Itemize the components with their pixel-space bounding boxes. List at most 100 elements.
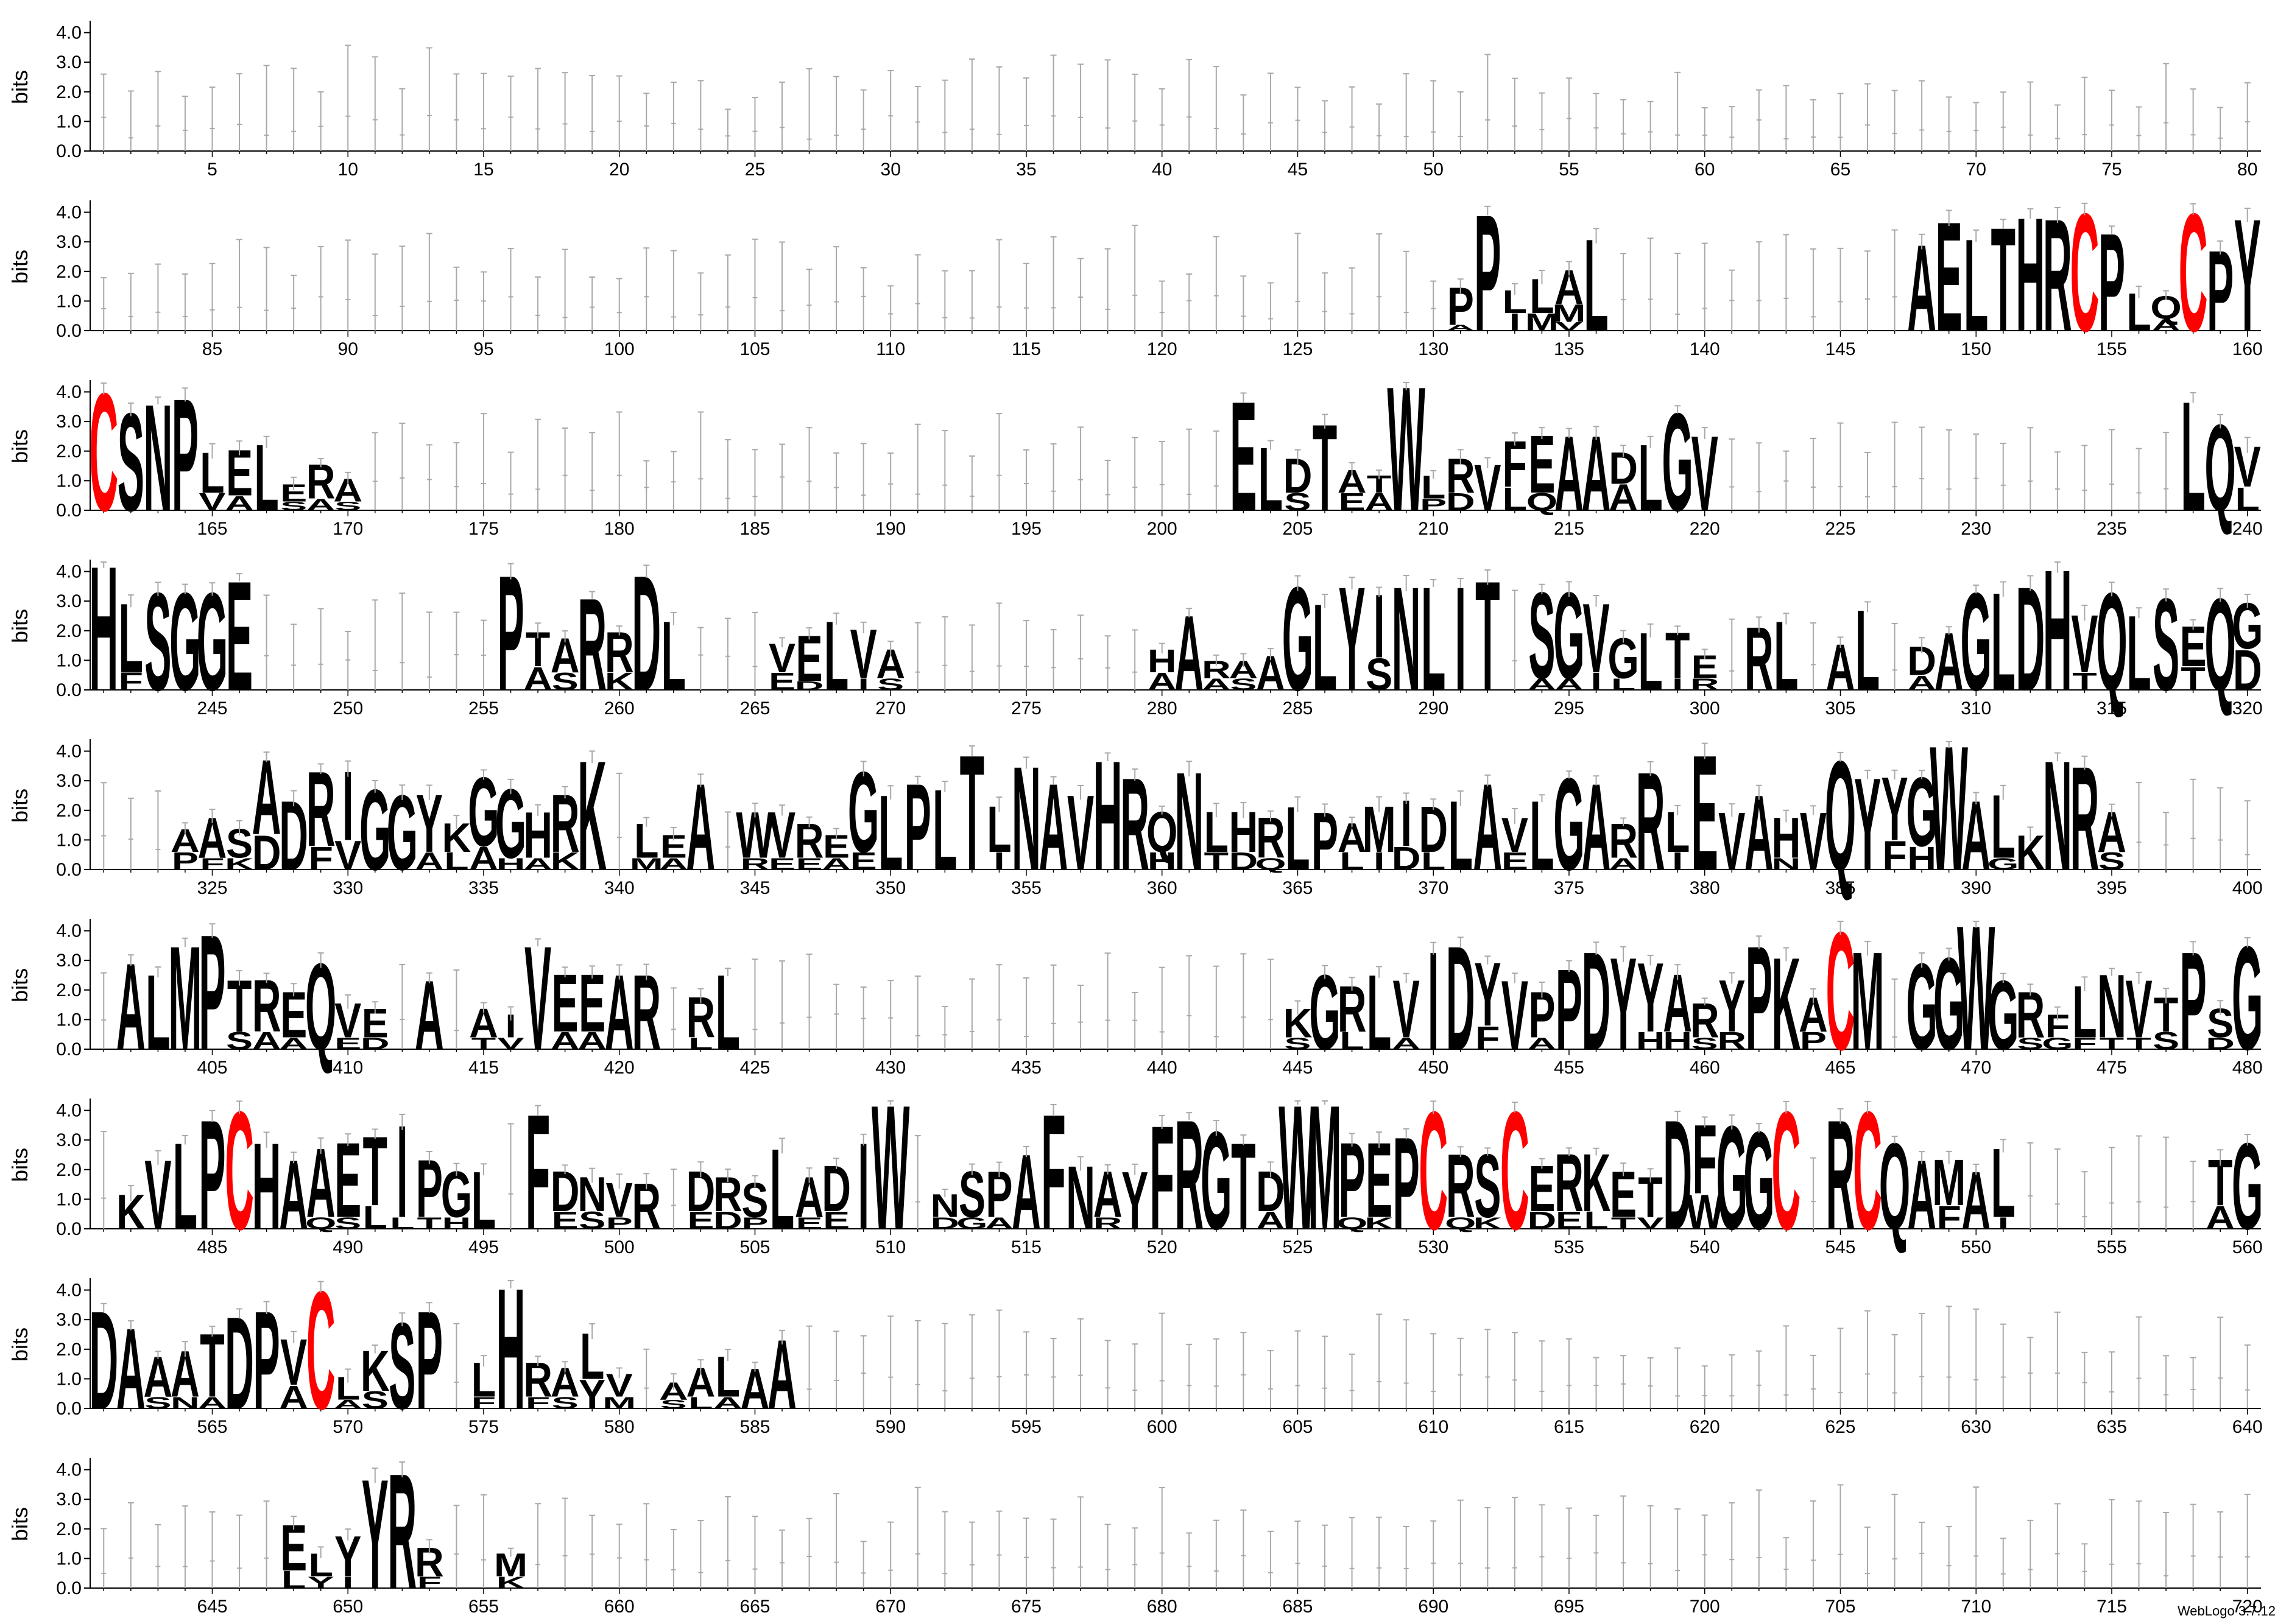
logo-letter: R [1717,1027,1746,1055]
logo-letter: V [334,833,362,879]
logo-letter: E [796,1214,823,1232]
x-tick-label: 645 [197,1597,227,1617]
x-tick-label: 625 [1825,1417,1855,1437]
x-tick-label: 610 [1418,1417,1448,1437]
x-tick-label: 20 [609,160,629,180]
logo-letter: K [225,854,254,873]
x-tick-label: 10 [338,160,358,180]
x-tick-label: 440 [1147,1058,1177,1078]
x-tick-label: 400 [2232,878,2263,898]
y-axis-label: bits [7,609,32,643]
logo-letter: H [89,530,118,728]
x-tick-label: 300 [1690,698,1720,719]
logo-letter: L [1421,847,1445,875]
x-tick-label: 145 [1825,339,1855,359]
y-tick-label: 1.0 [56,111,82,132]
x-tick-label: 640 [2232,1417,2263,1437]
x-tick-label: 435 [1011,1058,1042,1078]
x-tick-label: 80 [2237,160,2257,180]
x-tick-label: 460 [1690,1058,1720,1078]
x-tick-label: 225 [1825,519,1855,539]
logo-letter: E [850,847,877,875]
y-tick-label: 1.0 [56,1189,82,1209]
x-tick-label: 700 [1690,1597,1720,1617]
logo-letter: I [1590,667,1601,695]
x-tick-label: 445 [1282,1058,1313,1078]
x-tick-label: 220 [1690,519,1720,539]
logo-letter: A [2151,315,2181,334]
logo-letter: F [119,667,143,695]
logo-letter: I [1374,576,1384,677]
x-tick-label: 335 [468,878,499,898]
logo-letter: E [823,1206,850,1234]
y-tick-label: 4.0 [56,203,82,223]
logo-letter: A [1528,675,1557,693]
x-tick-label: 570 [333,1417,363,1437]
logo-letter: T [417,1214,442,1232]
y-tick-label: 2.0 [56,441,82,462]
x-tick-label: 105 [739,339,770,359]
logo-letter: Q [1445,1214,1476,1232]
logo-letter: I [1428,923,1439,1079]
x-tick-label: 415 [468,1058,499,1078]
logo-letter: I [1455,556,1466,722]
x-tick-label: 150 [1961,339,1991,359]
y-axis-label: bits [7,429,32,463]
x-tick-label: 35 [1016,160,1036,180]
logo-letter: I [1672,847,1683,875]
x-tick-label: 25 [745,160,765,180]
x-tick-label: 605 [1282,1417,1313,1437]
x-tick-label: 310 [1961,698,1991,719]
y-tick-label: 2.0 [56,262,82,282]
x-tick-label: 385 [1825,878,1855,898]
x-tick-label: 565 [197,1417,227,1437]
logo-letter: H [1907,840,1936,877]
x-tick-label: 530 [1418,1237,1448,1257]
x-tick-label: 15 [473,160,493,180]
logo-letter: W [872,1069,910,1267]
logo-letter: L [1339,1027,1364,1055]
y-tick-label: 3.0 [56,1310,82,1330]
x-tick-label: 635 [2097,1417,2127,1437]
x-tick-label: 380 [1690,878,1720,898]
logo-letter: Q [1255,854,1286,873]
x-tick-label: 130 [1418,339,1448,359]
x-tick-label: 155 [2097,339,2127,359]
x-tick-label: 40 [1152,160,1172,180]
y-tick-label: 3.0 [56,52,82,72]
logo-letter: E [687,1206,714,1234]
x-tick-label: 95 [473,339,493,359]
logo-letter: I [397,1097,407,1245]
logo-letter: I [993,847,1004,875]
y-tick-label: 1.0 [56,471,82,491]
y-tick-label: 3.0 [56,591,82,611]
x-tick-label: 540 [1690,1237,1720,1257]
logo-letter: S [1284,1034,1311,1052]
x-tick-label: 680 [1147,1597,1177,1617]
logo-letter: S [1366,649,1392,699]
x-tick-label: 345 [739,878,770,898]
y-tick-label: 4.0 [56,382,82,402]
x-tick-label: 390 [1961,878,1991,898]
y-tick-label: 3.0 [56,412,82,432]
x-tick-label: 670 [875,1597,906,1617]
y-axis-label: bits [7,70,32,104]
logo-letter: T [2072,667,2097,695]
y-tick-label: 2.0 [56,1340,82,1360]
logo-letter: Q [1526,488,1557,516]
logo-row: 0.0 1.0 2.0 3.0 4.0 bits 5 10 15 20 25 30 35 40 45 50 55… [7,21,2261,180]
y-axis-label: bits [7,968,32,1002]
logo-letter: P [1420,495,1447,513]
y-axis-label: bits [7,789,32,823]
weblogo-credit: WebLogo 3.7.12 [2177,1603,2276,1619]
logo-letter: A [1609,854,1638,873]
y-tick-label: 4.0 [56,921,82,941]
y-tick-label: 2.0 [56,621,82,641]
logo-letter: T [2100,1034,2125,1052]
logo-letter: A [1528,1034,1557,1052]
logo-letter: D [1446,488,1475,516]
logo-letter: P [172,847,199,875]
x-tick-label: 655 [468,1597,499,1617]
x-tick-label: 475 [2097,1058,2127,1078]
y-tick-label: 1.0 [56,1369,82,1389]
